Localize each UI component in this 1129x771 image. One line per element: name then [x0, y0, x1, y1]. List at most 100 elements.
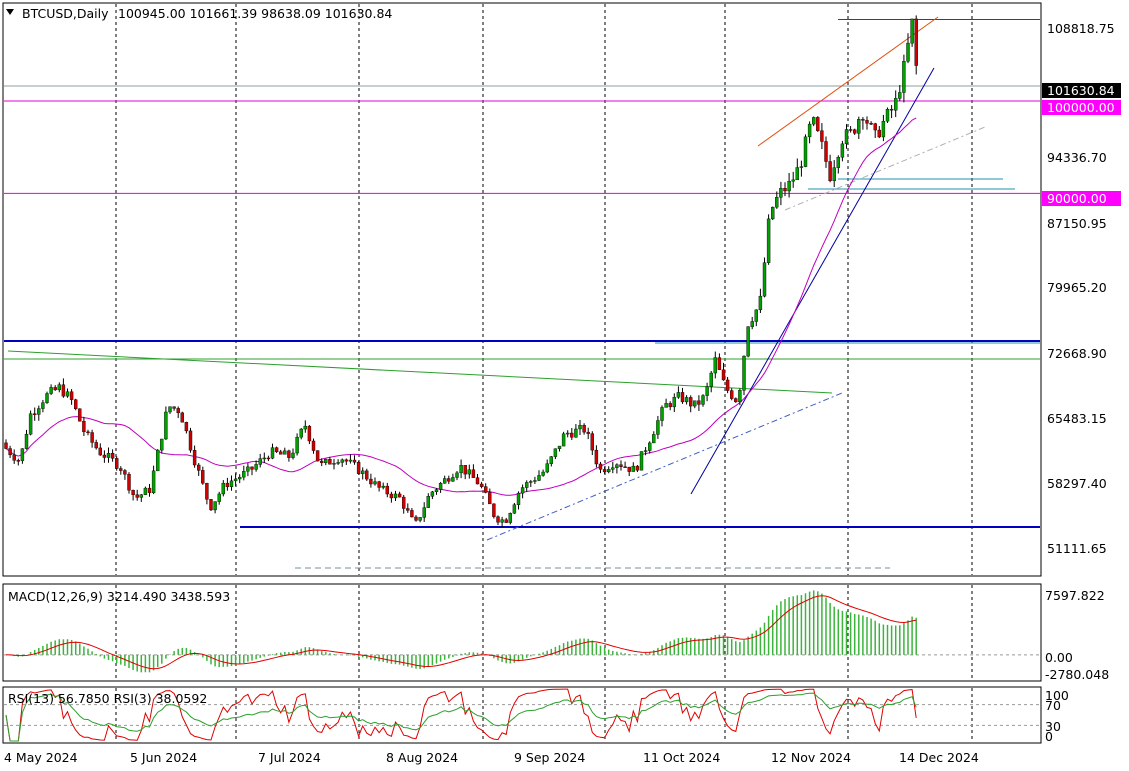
candle-up	[758, 295, 763, 311]
candle-down	[377, 481, 381, 488]
symbol-label: BTCUSD,Daily	[22, 6, 109, 21]
candle-up	[434, 489, 439, 493]
candle-up	[656, 420, 660, 435]
rsi-panel[interactable]	[2, 686, 1042, 744]
candle-up	[885, 108, 890, 122]
candle-down	[680, 392, 685, 403]
candle-up	[57, 384, 61, 391]
candle-up	[812, 117, 816, 125]
candle-up	[549, 456, 553, 464]
candle-down	[824, 141, 828, 162]
candle-up	[426, 496, 430, 508]
candle-down	[463, 465, 467, 475]
time-tick: 9 Sep 2024	[514, 750, 585, 765]
candle-down	[114, 458, 119, 469]
candle-up	[791, 179, 795, 182]
candles[interactable]	[4, 15, 918, 528]
candle-down	[725, 379, 730, 391]
candle-down	[721, 369, 726, 381]
candle-up	[500, 519, 504, 523]
candle-up	[455, 472, 459, 478]
candle-down	[369, 478, 373, 485]
candle-up	[258, 458, 262, 465]
candle-down	[4, 442, 8, 449]
candle-up	[836, 157, 840, 168]
candle-up	[340, 459, 344, 463]
candle-up	[324, 459, 328, 463]
candle-up	[283, 450, 287, 455]
candle-down	[344, 459, 348, 462]
candle-down	[594, 449, 599, 465]
candle-down	[102, 454, 107, 458]
price-tick: 108818.75	[1047, 21, 1115, 36]
candle-down	[447, 478, 451, 482]
current-price-badge	[1042, 83, 1121, 98]
candle-up	[262, 457, 266, 460]
candle-up	[20, 448, 25, 461]
rsi-tick: 0	[1045, 729, 1053, 744]
candle-down	[484, 486, 488, 493]
candle-up	[451, 477, 455, 482]
candle-up	[906, 42, 910, 62]
candle-down	[479, 483, 484, 487]
candle-down	[184, 422, 189, 432]
candle-down	[488, 492, 492, 505]
candle-up	[771, 206, 775, 220]
candle-down	[123, 470, 127, 475]
candle-up	[529, 481, 533, 483]
candle-down	[865, 120, 869, 124]
candle-down	[266, 457, 271, 460]
candle-down	[352, 459, 357, 463]
candle-up	[443, 478, 447, 484]
candle-down	[94, 442, 98, 449]
candle-up	[652, 434, 656, 444]
candle-up	[438, 483, 443, 490]
candle-up	[795, 167, 799, 181]
candle-up	[631, 465, 635, 472]
price-tick: 65483.15	[1047, 411, 1107, 426]
candle-down	[61, 384, 66, 397]
candle-down	[328, 459, 332, 465]
rsi-indicator	[4, 688, 1040, 742]
candle-up	[422, 507, 426, 518]
candle-up	[881, 120, 886, 138]
candle-down	[602, 469, 607, 473]
candle-down	[365, 470, 369, 480]
main-price-panel[interactable]	[2, 2, 1042, 577]
candle-down	[853, 129, 857, 134]
candle-down	[619, 464, 623, 467]
candle-down	[385, 485, 389, 495]
candle-up	[553, 448, 558, 457]
candle-up	[709, 372, 713, 387]
candle-up	[746, 326, 750, 357]
candle-up	[537, 475, 541, 481]
candle-up	[65, 391, 70, 397]
grey-trendline	[784, 126, 986, 211]
candle-down	[172, 406, 176, 409]
macd-panel[interactable]	[2, 583, 1042, 682]
candle-down	[16, 460, 20, 462]
candle-up	[910, 18, 914, 44]
candle-down	[668, 403, 672, 408]
candle-up	[799, 166, 804, 168]
candle-up	[221, 482, 226, 495]
candle-down	[623, 466, 627, 468]
macd-tick: -2780.048	[1045, 667, 1109, 682]
time-tick: 8 Aug 2024	[386, 750, 458, 765]
candle-up	[574, 428, 578, 438]
candle-up	[705, 386, 709, 396]
candle-down	[225, 482, 230, 488]
candle-up	[561, 433, 566, 447]
candle-down	[279, 451, 283, 455]
price-tick: 87150.95	[1047, 216, 1107, 231]
candle-up	[664, 403, 668, 408]
candle-down	[320, 460, 324, 463]
candle-up	[24, 433, 29, 449]
candle-up	[41, 402, 45, 409]
dropdown-triangle-icon[interactable]	[6, 9, 14, 15]
candle-up	[143, 487, 148, 495]
green-trendline	[7, 350, 833, 394]
price-tick: 58297.40	[1047, 476, 1107, 491]
time-tick: 12 Nov 2024	[771, 750, 851, 765]
